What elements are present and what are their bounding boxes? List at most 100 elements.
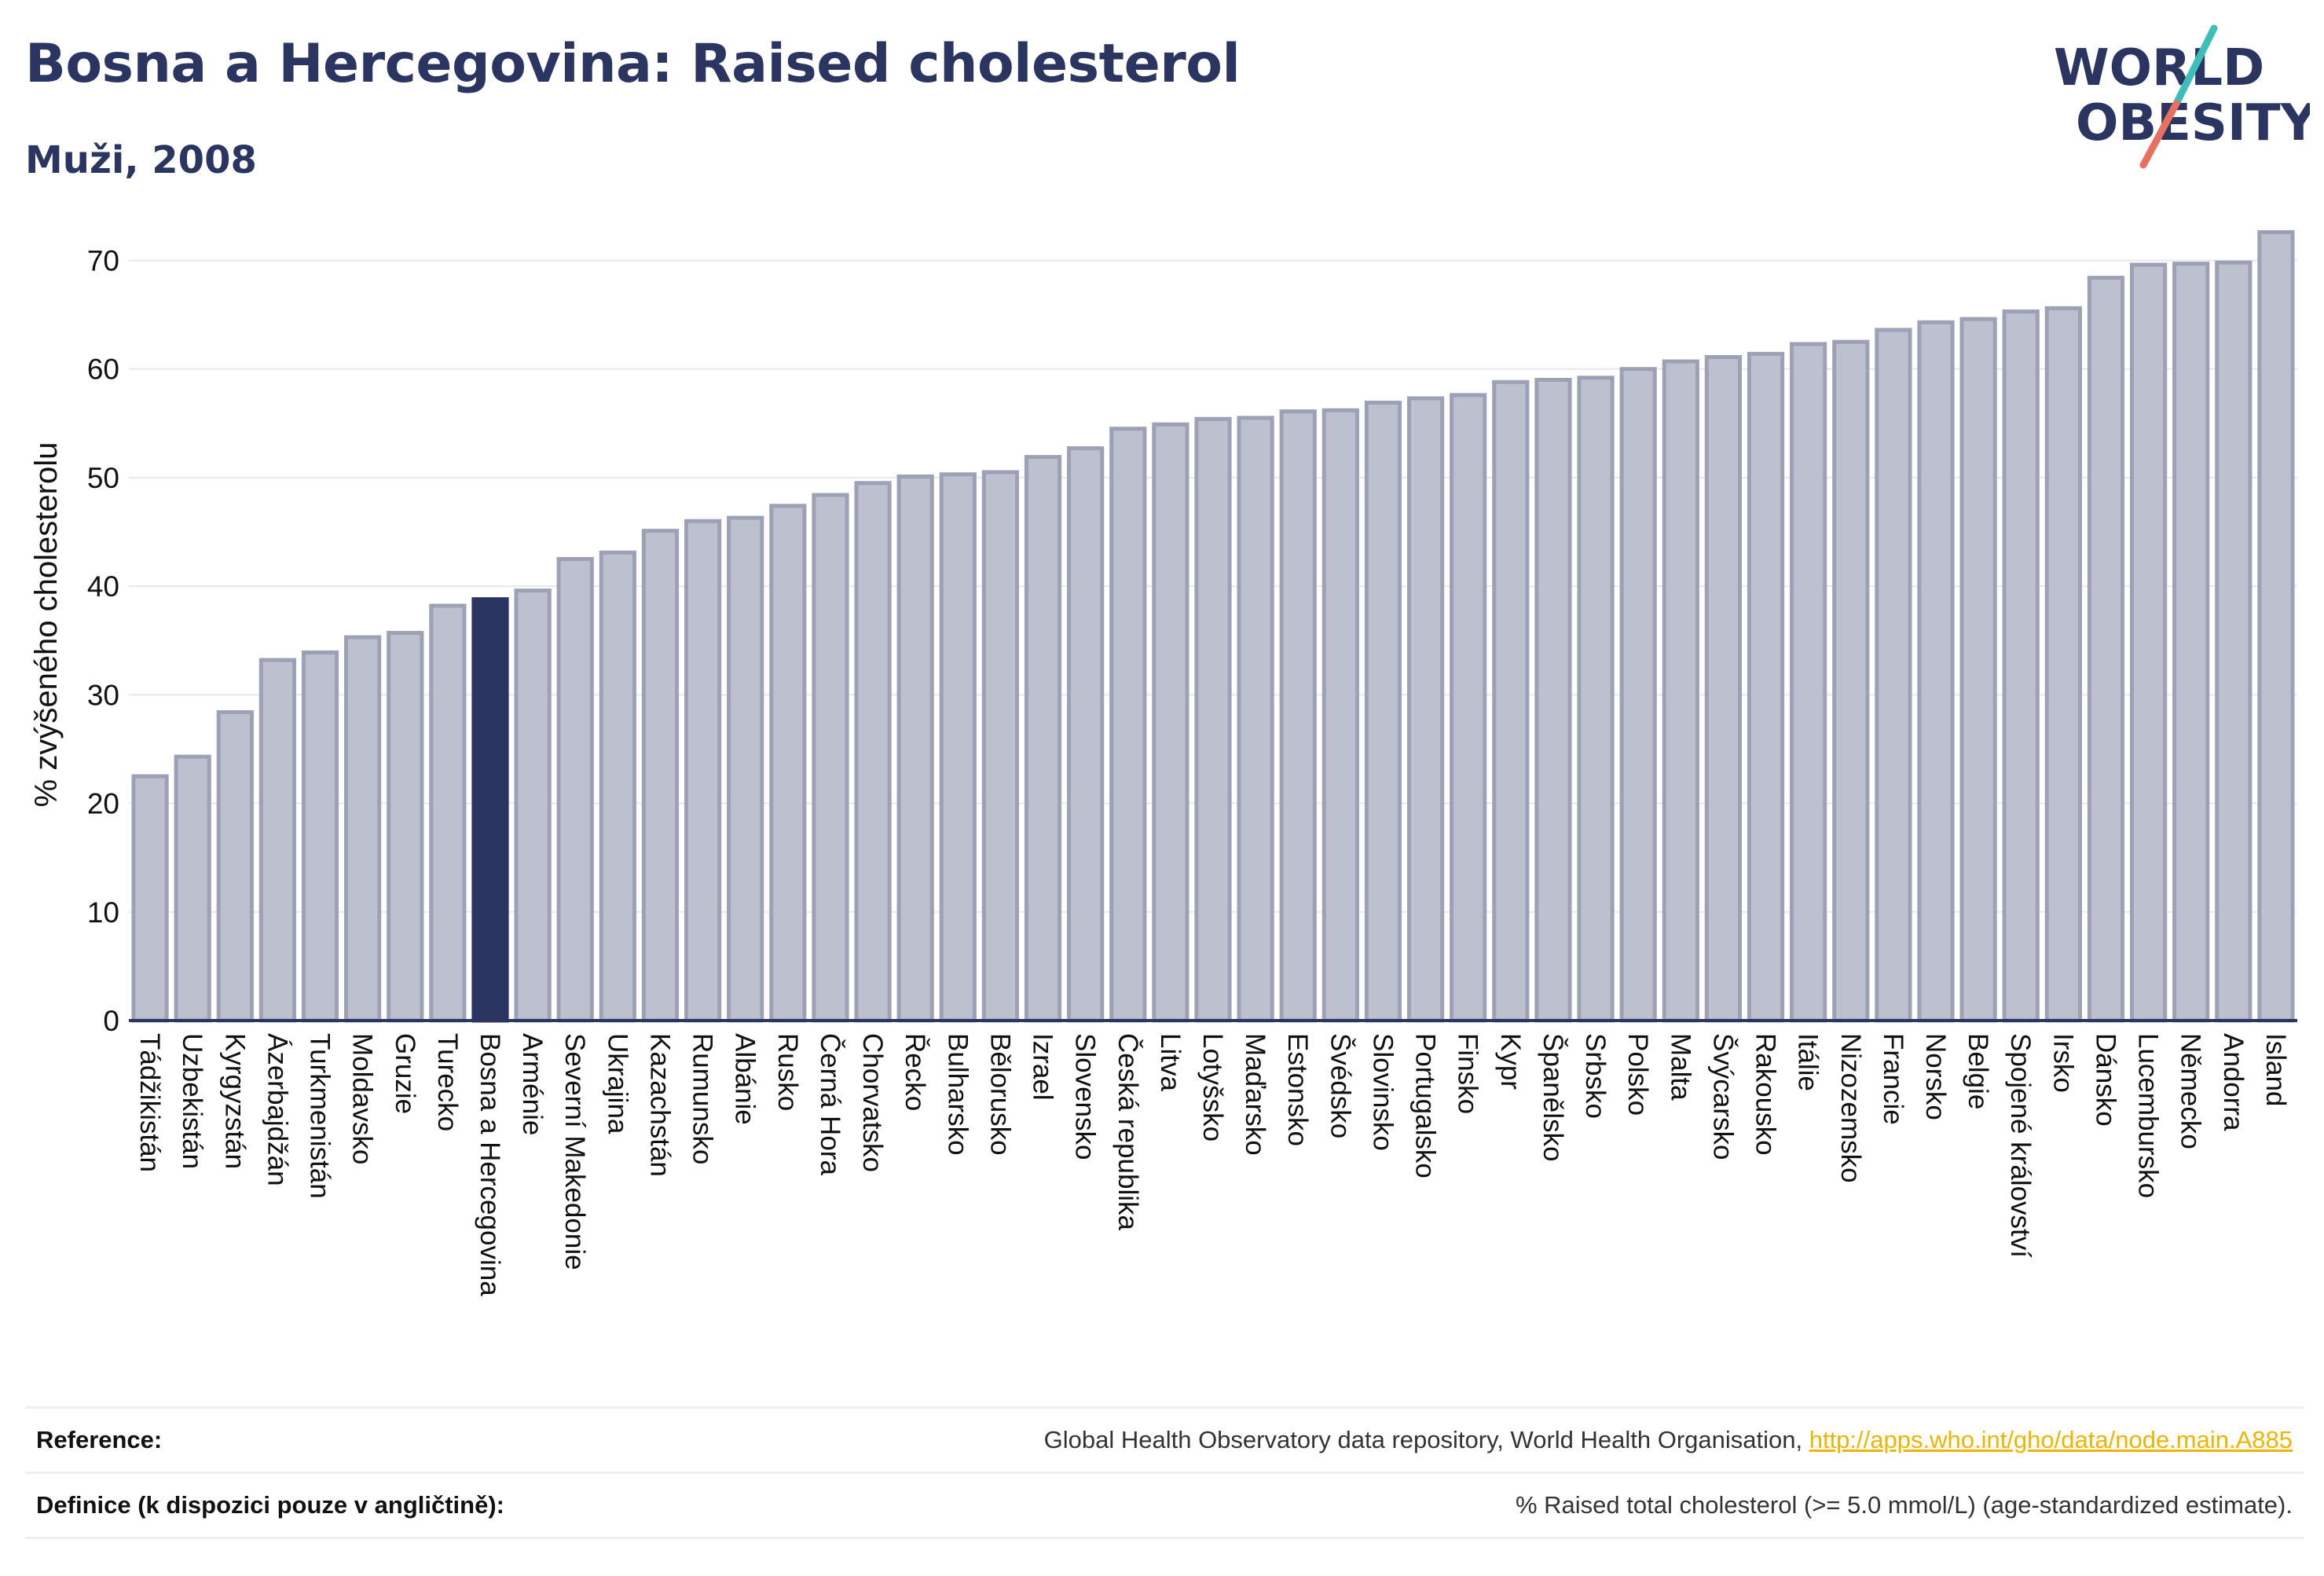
bar	[1492, 379, 1530, 1023]
x-tick-label: Maďarsko	[1240, 1033, 1270, 1156]
bar	[2044, 306, 2082, 1023]
x-tick-label: Česká republika	[1113, 1033, 1143, 1230]
x-tick-label: Lotyšsko	[1197, 1033, 1228, 1142]
bar	[131, 774, 169, 1023]
bar	[1450, 393, 1487, 1023]
x-tick-label: Německo	[2176, 1033, 2206, 1149]
bar	[2257, 230, 2295, 1023]
x-tick-label: Řecko	[900, 1033, 930, 1111]
logo-slash-teal	[2172, 24, 2218, 108]
bar	[896, 475, 934, 1023]
world-obesity-logo: WORLD OBESITY	[2054, 24, 2310, 169]
x-tick-label: Ukrajina	[602, 1033, 632, 1134]
bar	[2002, 309, 2040, 1023]
bar	[981, 470, 1020, 1023]
x-tick-label: Bulharsko	[942, 1033, 973, 1156]
y-tick-label: 40	[87, 570, 119, 603]
x-tick-label: Severní Makedonie	[559, 1033, 590, 1270]
bar	[1875, 328, 1912, 1023]
bar	[216, 709, 254, 1023]
bar	[1832, 339, 1870, 1023]
bar	[1109, 427, 1147, 1023]
x-tick-label: Uzbekistán	[177, 1033, 207, 1169]
x-tick-label: Černá Hora	[815, 1033, 845, 1175]
x-tick-label: Estonsko	[1282, 1033, 1313, 1146]
x-tick-label: Malta	[1665, 1033, 1695, 1101]
x-tick-label: Turkmenistán	[305, 1033, 335, 1199]
reference-label: Reference:	[36, 1426, 163, 1453]
bar	[727, 515, 764, 1023]
x-tick-label: Bosna a Hercegovina	[475, 1033, 505, 1296]
y-tick-label: 50	[87, 462, 119, 494]
x-tick-label: Kyrgyzstán	[219, 1033, 250, 1169]
bar	[387, 631, 424, 1023]
axes: 0 10 20 30 40 50 60 70 Tádžikistán Uzbekistán Kyrg…	[87, 244, 2297, 1296]
reference-link[interactable]: http://apps.who.int/gho/data/node.main.A…	[1809, 1426, 2293, 1453]
x-tick-label: Belgie	[1963, 1033, 1993, 1109]
x-tick-label: Island	[2260, 1033, 2291, 1106]
y-axis-label: % zvýšeného cholesterolu	[29, 442, 64, 808]
x-tick-label: Francie	[1878, 1033, 1908, 1125]
bar	[1747, 351, 1785, 1023]
x-tick-label: Kypr	[1495, 1033, 1526, 1090]
bar	[812, 493, 849, 1023]
reference-text: Global Health Observatory data repositor…	[1043, 1426, 1809, 1453]
x-tick-label: Turecko	[432, 1033, 463, 1131]
bar	[344, 635, 382, 1023]
x-tick-label: Irsko	[2047, 1033, 2078, 1093]
x-tick-label: Polsko	[1622, 1033, 1653, 1116]
bar	[1704, 354, 1743, 1023]
bar	[1024, 455, 1062, 1023]
bar	[1364, 401, 1402, 1023]
x-tick-label: Rumunsko	[687, 1033, 718, 1164]
bar	[599, 550, 636, 1023]
x-tick-label: Španělsko	[1538, 1033, 1568, 1161]
x-tick-label: Dánsko	[2090, 1033, 2121, 1127]
x-tick-label: Slovensko	[1070, 1033, 1101, 1160]
y-tick-label: 20	[87, 788, 119, 820]
x-tick-label: Tádžikistán	[134, 1033, 165, 1172]
bar	[769, 504, 807, 1023]
bar	[301, 650, 339, 1023]
bar	[1194, 416, 1232, 1023]
x-tick-label: Moldavsko	[347, 1033, 378, 1164]
bar	[854, 481, 892, 1023]
x-tick-label: Gruzie	[390, 1033, 420, 1114]
bar	[174, 754, 211, 1023]
x-tick-label: Rusko	[772, 1033, 803, 1111]
definition-row: Definice (k dispozici pouze v angličtině…	[25, 1472, 2304, 1539]
bar	[684, 519, 722, 1023]
x-tick-label: Nizozemsko	[1835, 1033, 1866, 1183]
logo-slash-coral	[2139, 100, 2180, 169]
x-tick-label: Izrael	[1028, 1033, 1058, 1101]
x-tick-label: Litva	[1155, 1033, 1186, 1091]
bar	[1577, 376, 1615, 1023]
y-tick-label: 70	[87, 244, 119, 277]
bar	[1406, 396, 1445, 1023]
logo-word-world: WORLD	[2054, 39, 2264, 97]
logo-word-obesity: OBESITY	[2076, 94, 2310, 152]
bar	[1790, 342, 1827, 1023]
bar	[1662, 359, 1699, 1023]
bar	[1321, 408, 1359, 1023]
bar	[2215, 260, 2253, 1023]
bar	[1959, 317, 1997, 1023]
x-tick-label: Rakousko	[1750, 1033, 1781, 1156]
bar	[641, 529, 680, 1023]
chart-title: Bosna a Hercegovina: Raised cholesterol	[25, 33, 1241, 95]
x-tick-label: Lucembursko	[2133, 1033, 2164, 1198]
chart-subtitle: Muži, 2008	[25, 138, 257, 182]
definition-label: Definice (k dispozici pouze v angličtině…	[36, 1491, 504, 1519]
bar	[471, 597, 509, 1023]
x-tick-label: Spojené království	[2005, 1033, 2036, 1258]
x-tick-label: Portugalsko	[1410, 1033, 1441, 1178]
x-tick-label: Finsko	[1453, 1033, 1483, 1114]
x-tick-label: Švýcarsko	[1707, 1033, 1738, 1160]
chart-footer: Reference: Global Health Observatory dat…	[25, 1406, 2304, 1539]
y-tick-label: 30	[87, 679, 119, 711]
definition-value: % Raised total cholesterol (>= 5.0 mmol/…	[1515, 1491, 2293, 1519]
x-tick-label: Norsko	[1920, 1033, 1951, 1120]
x-tick-label: Kazachstán	[644, 1033, 675, 1177]
bars	[131, 230, 2295, 1023]
x-tick-label: Švédsko	[1325, 1033, 1355, 1138]
